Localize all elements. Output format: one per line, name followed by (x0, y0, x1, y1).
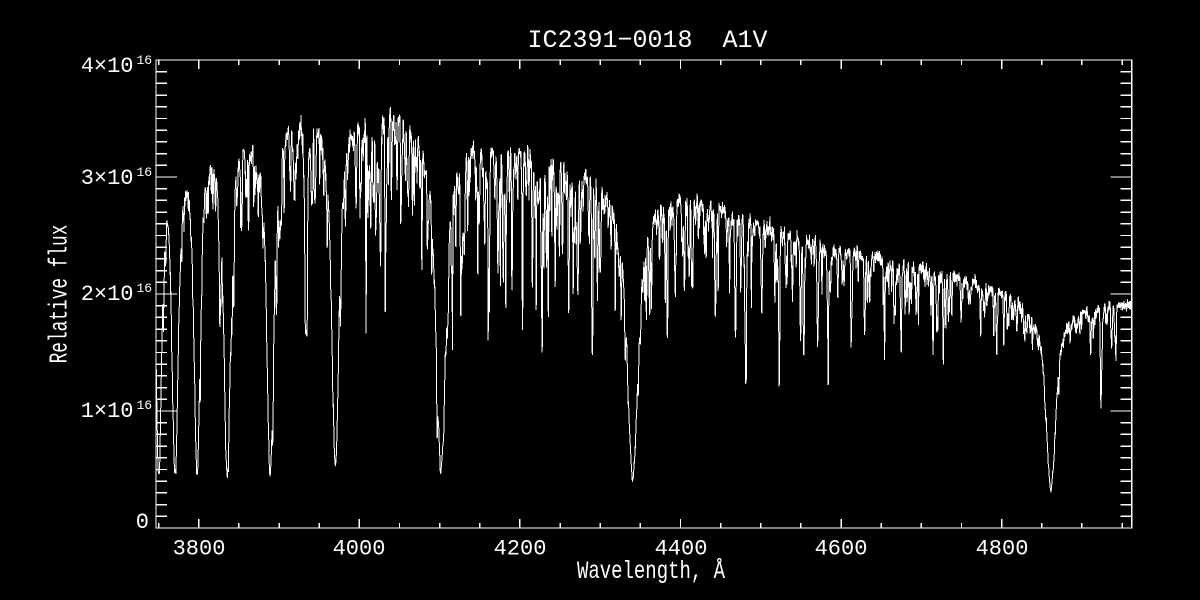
svg-text:3800: 3800 (173, 537, 226, 562)
svg-text:4200: 4200 (494, 537, 547, 562)
svg-text:IC2391−0018 A1V: IC2391−0018 A1V (527, 26, 767, 55)
svg-text:16: 16 (137, 53, 153, 68)
svg-text:1×10: 1×10 (81, 399, 134, 424)
svg-text:16: 16 (137, 281, 153, 296)
svg-text:4×10: 4×10 (81, 54, 134, 79)
svg-text:4400: 4400 (655, 537, 708, 562)
svg-text:4800: 4800 (976, 537, 1029, 562)
svg-text:16: 16 (137, 165, 153, 180)
svg-text:Relative flux: Relative flux (44, 225, 74, 364)
svg-text:16: 16 (137, 398, 153, 413)
svg-text:0: 0 (136, 510, 149, 535)
svg-text:4600: 4600 (815, 537, 868, 562)
svg-text:2×10: 2×10 (81, 282, 134, 307)
svg-text:3×10: 3×10 (81, 166, 134, 191)
svg-text:4000: 4000 (333, 537, 386, 562)
svg-text:Wavelength, Å: Wavelength, Å (577, 557, 726, 586)
